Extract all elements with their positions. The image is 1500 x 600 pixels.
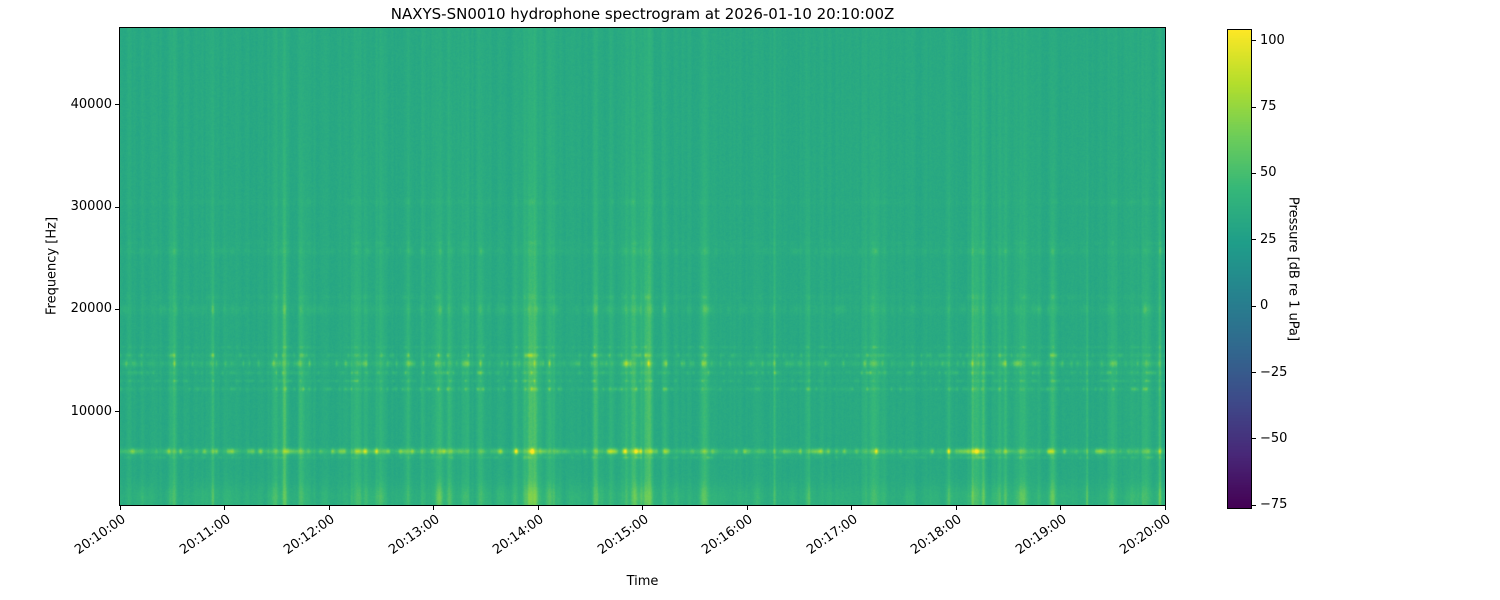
x-axis-label: Time xyxy=(626,574,659,589)
x-tick-mark xyxy=(746,506,748,510)
x-tick-mark xyxy=(537,506,539,510)
y-tick-label: 20000 xyxy=(70,301,112,317)
colorbar-tick-label: 50 xyxy=(1260,165,1277,181)
y-tick-mark xyxy=(115,104,119,106)
colorbar-tick-mark xyxy=(1252,438,1256,440)
x-tick-mark xyxy=(955,506,957,510)
chart-title: NAXYS-SN0010 hydrophone spectrogram at 2… xyxy=(390,5,895,23)
spectrogram-heatmap xyxy=(120,28,1165,505)
colorbar-label: Pressure [dB re 1 uPa] xyxy=(1285,196,1301,342)
x-tick-mark xyxy=(642,506,643,510)
colorbar-tick-label: 25 xyxy=(1260,231,1277,247)
y-tick-label: 30000 xyxy=(70,199,112,215)
colorbar-tick-mark xyxy=(1252,239,1256,241)
x-tick-mark xyxy=(433,506,434,510)
x-tick-mark xyxy=(224,506,225,510)
colorbar xyxy=(1227,29,1252,509)
colorbar-tick-mark xyxy=(1252,172,1256,174)
y-tick-label: 40000 xyxy=(70,96,112,112)
y-tick-mark xyxy=(115,411,119,413)
y-tick-mark xyxy=(115,308,119,310)
y-tick-mark xyxy=(115,206,119,208)
y-axis-label: Frequency [Hz] xyxy=(44,216,60,316)
y-tick-label: 10000 xyxy=(70,403,112,419)
colorbar-tick-label: 75 xyxy=(1260,99,1277,114)
x-tick-label: 20:10:00 xyxy=(72,512,129,558)
colorbar-gradient xyxy=(1228,30,1251,508)
x-tick-mark xyxy=(119,506,121,510)
colorbar-tick-label: 0 xyxy=(1260,298,1269,314)
x-tick-mark xyxy=(1060,506,1061,510)
colorbar-tick-mark xyxy=(1252,504,1256,506)
x-tick-mark xyxy=(328,506,330,510)
colorbar-tick-mark xyxy=(1252,106,1256,108)
x-tick-mark xyxy=(1164,506,1166,510)
colorbar-tick-label: −75 xyxy=(1260,497,1288,513)
colorbar-tick-label: 100 xyxy=(1260,32,1285,48)
colorbar-tick-label: −25 xyxy=(1260,364,1288,380)
colorbar-tick-mark xyxy=(1252,372,1256,374)
colorbar-tick-mark xyxy=(1252,305,1256,307)
plot-area xyxy=(119,27,1166,506)
x-tick-mark xyxy=(851,506,852,510)
colorbar-tick-mark xyxy=(1252,40,1256,42)
colorbar-tick-label: −50 xyxy=(1260,430,1288,446)
